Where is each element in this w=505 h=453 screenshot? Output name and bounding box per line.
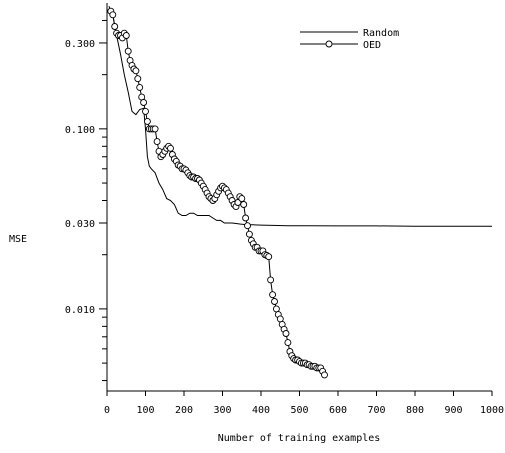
x-tick-label: 500 [290,405,308,416]
x-axis-label: Number of training examples [218,433,381,444]
y-tick-label: 0.100 [65,125,95,136]
data-point-oed [269,291,277,299]
x-tick-label: 300 [213,405,231,416]
x-tick-label: 900 [444,405,462,416]
data-point-oed [140,99,148,106]
x-tick-label: 700 [367,405,385,416]
legend-item-random: Random [300,28,399,39]
data-point-oed [109,11,117,19]
y-axis-label: MSE [9,234,27,245]
data-point-oed [271,298,278,305]
data-point-oed [284,339,292,347]
data-point-oed [143,117,151,125]
data-point-oed [134,75,142,83]
data-point-oed [151,125,159,133]
data-point-oed [321,371,328,379]
y-tick-label: 0.300 [65,39,95,50]
series-line-random [108,5,492,227]
legend-swatch-marker [325,40,333,48]
x-tick-label: 1000 [480,405,504,416]
x-tick-label: 0 [104,405,110,416]
x-tick-label: 600 [329,405,347,416]
series-layer [107,5,492,379]
data-point-oed [244,222,251,230]
data-point-oed [240,201,248,208]
legend-item-oed: OED [300,40,381,51]
data-point-oed [136,83,144,91]
legend-label: Random [363,28,399,39]
y-tick-label: 0.030 [65,219,95,230]
data-point-oed [153,138,161,146]
data-point-oed [245,230,253,238]
data-point-oed [282,330,290,337]
data-point-oed [242,214,250,222]
data-point-oed [132,67,140,75]
data-point-oed [111,23,119,30]
x-tick-label: 400 [252,405,270,416]
axes: 0 100 200 300 400 500 600 700 800 900 1000 0.010 0.0… [65,3,504,416]
data-point-oed [265,253,273,261]
data-point-oed [267,276,275,284]
data-point-oed [272,305,280,313]
legend-label: OED [363,40,381,51]
x-tick-label: 800 [406,405,424,416]
data-point-oed [238,195,246,203]
series-random [108,5,492,227]
x-tick-label: 200 [175,405,193,416]
x-tick-label: 100 [136,405,154,416]
data-point-oed [122,32,130,39]
data-point-oed [124,47,132,55]
data-point-oed [167,144,174,152]
data-point-oed [142,107,149,115]
y-tick-label: 0.010 [65,305,95,316]
series-oed [107,7,328,379]
